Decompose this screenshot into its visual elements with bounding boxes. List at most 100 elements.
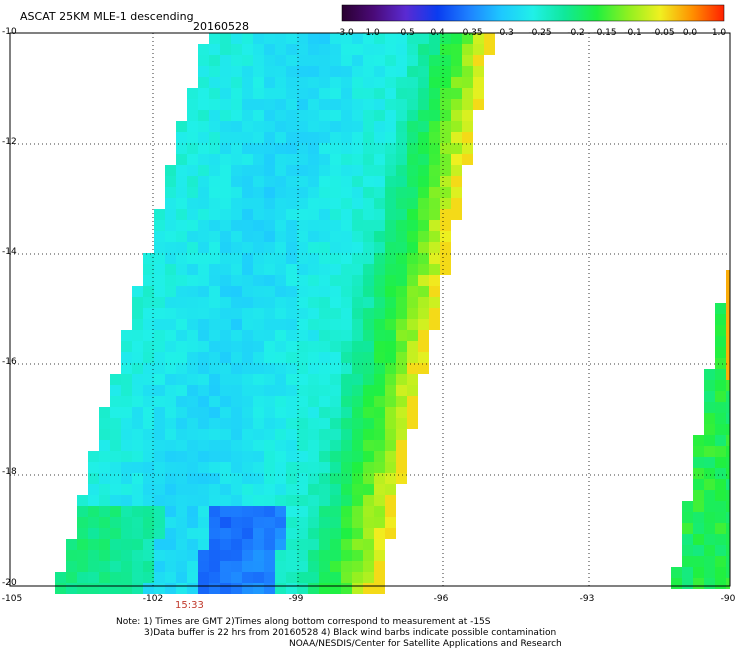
swath-cell — [132, 374, 143, 385]
swath-cell — [330, 88, 341, 99]
swath-cell — [374, 506, 385, 517]
swath-cell — [231, 583, 242, 594]
swath-cell — [715, 446, 726, 457]
swath-cell — [220, 517, 231, 528]
swath-cell — [286, 561, 297, 572]
swath-cell — [385, 451, 396, 462]
swath-cell — [429, 231, 440, 242]
swath-cell — [418, 242, 429, 253]
swath-cell — [286, 418, 297, 429]
swath-cell — [176, 319, 187, 330]
swath-cell — [429, 209, 440, 220]
swath-cell — [110, 462, 121, 473]
swath-cell — [176, 528, 187, 539]
swath-cell — [352, 440, 363, 451]
swath-cell — [286, 451, 297, 462]
swath-cell — [374, 440, 385, 451]
swath-cell — [253, 550, 264, 561]
swath-cell — [473, 44, 484, 55]
swath-cell — [407, 407, 418, 418]
swath-cell — [308, 374, 319, 385]
swath-cell — [220, 374, 231, 385]
swath-cell — [264, 154, 275, 165]
swath-cell — [407, 242, 418, 253]
swath-cell — [143, 330, 154, 341]
swath-cell — [275, 176, 286, 187]
swath-cell — [374, 385, 385, 396]
swath-cell — [242, 330, 253, 341]
swath-cell — [286, 352, 297, 363]
swath-cell — [198, 132, 209, 143]
swath-cell — [352, 429, 363, 440]
swath-cell — [110, 539, 121, 550]
swath-cell — [396, 319, 407, 330]
swath-cell — [308, 407, 319, 418]
swath-cell — [275, 451, 286, 462]
swath-cell — [187, 451, 198, 462]
swath-cell — [143, 517, 154, 528]
swath-cell — [715, 303, 726, 314]
swath-cell — [385, 374, 396, 385]
swath-cell — [319, 55, 330, 66]
swath-cell — [407, 297, 418, 308]
swath-cell — [132, 330, 143, 341]
swath-cell — [374, 264, 385, 275]
swath-cell — [726, 391, 730, 402]
swath-cell — [187, 429, 198, 440]
swath-cell — [242, 473, 253, 484]
swath-cell — [396, 451, 407, 462]
swath-cell — [242, 539, 253, 550]
swath-cell — [110, 418, 121, 429]
swath-cell — [308, 440, 319, 451]
swath-cell — [319, 352, 330, 363]
swath-cell — [330, 506, 341, 517]
swath-cell — [396, 33, 407, 44]
swath-cell — [363, 198, 374, 209]
swath-cell — [462, 121, 473, 132]
swath-cell — [407, 418, 418, 429]
swath-cell — [198, 330, 209, 341]
swath-cell — [253, 396, 264, 407]
colorbar-gradient — [341, 4, 725, 22]
swath-cell — [319, 110, 330, 121]
swath-cell — [429, 110, 440, 121]
swath-cell — [242, 440, 253, 451]
swath-cell — [143, 297, 154, 308]
swath-cell — [275, 242, 286, 253]
swath-cell — [242, 550, 253, 561]
swath-cell — [165, 539, 176, 550]
swath-cell — [209, 495, 220, 506]
swath-cell — [176, 572, 187, 583]
swath-cell — [682, 545, 693, 556]
swath-cell — [275, 308, 286, 319]
swath-cell — [407, 385, 418, 396]
swath-cell — [363, 286, 374, 297]
swath-cell — [308, 253, 319, 264]
swath-cell — [286, 187, 297, 198]
swath-cell — [341, 572, 352, 583]
footer-credit: NOAA/NESDIS/Center for Satellite Applica… — [289, 639, 562, 649]
swath-cell — [242, 517, 253, 528]
swath-cell — [198, 77, 209, 88]
swath-cell — [132, 385, 143, 396]
swath-cell — [704, 369, 715, 380]
swath-cell — [396, 462, 407, 473]
swath-cell — [726, 545, 730, 556]
swath-cell — [231, 132, 242, 143]
swath-cell — [176, 495, 187, 506]
swath-cell — [462, 44, 473, 55]
swath-cell — [253, 44, 264, 55]
swath-cell — [198, 473, 209, 484]
swath-cell — [187, 440, 198, 451]
swath-cell — [385, 264, 396, 275]
swath-cell — [418, 143, 429, 154]
swath-cell — [429, 176, 440, 187]
swath-cell — [132, 429, 143, 440]
swath-cell — [693, 556, 704, 567]
swath-cell — [88, 583, 99, 594]
swath-cell — [187, 572, 198, 583]
swath-cell — [143, 583, 154, 594]
swath-cell — [286, 385, 297, 396]
swath-cell — [231, 220, 242, 231]
swath-cell — [66, 539, 77, 550]
